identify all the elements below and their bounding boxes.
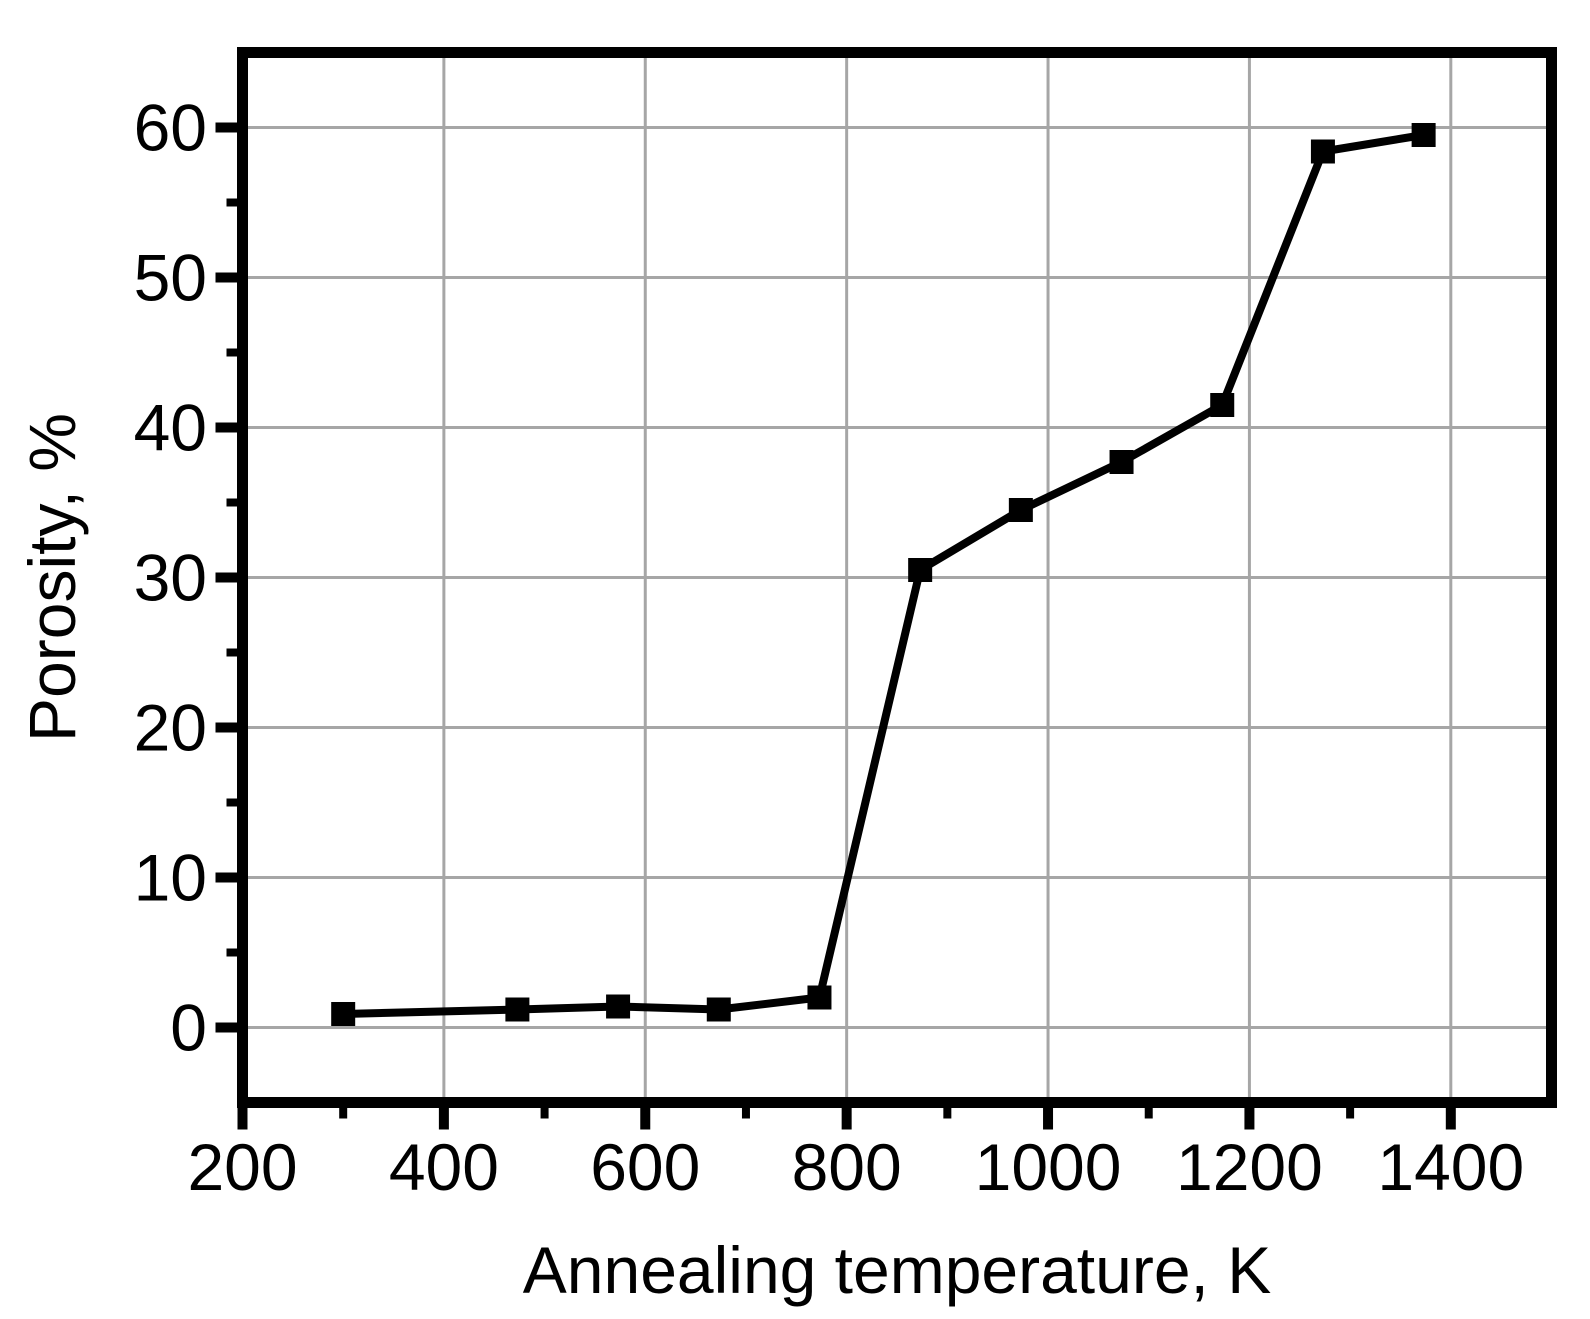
data-point-marker: [1411, 123, 1436, 147]
x-axis-title: Annealing temperature, K: [523, 1233, 1271, 1307]
data-point-marker: [1008, 498, 1033, 522]
y-tick-label: 50: [134, 241, 207, 315]
data-point-marker: [1310, 139, 1335, 164]
y-tick-label: 30: [134, 541, 207, 615]
x-tick-label: 800: [792, 1130, 902, 1204]
x-tick-label: 400: [389, 1130, 499, 1204]
y-tick-label: 0: [170, 991, 207, 1065]
data-point-marker: [706, 997, 731, 1022]
data-point-marker: [505, 997, 530, 1022]
data-point-marker: [331, 1002, 356, 1026]
data-series-line: [343, 131, 1425, 1018]
grid-layer: [242, 52, 1552, 1103]
y-tick-label: 60: [134, 91, 207, 165]
x-tick-label: 1400: [1377, 1130, 1524, 1204]
data-point-marker: [1210, 393, 1235, 417]
y-tick-label: 20: [134, 691, 207, 765]
y-axis-title: Porosity, %: [15, 413, 89, 742]
data-point-marker: [908, 558, 933, 582]
y-tick-label: 40: [134, 391, 207, 465]
x-tick-label: 1200: [1176, 1130, 1323, 1204]
series-layer: [331, 123, 1436, 1026]
data-point-marker: [807, 985, 832, 1010]
data-point-marker: [1109, 450, 1134, 474]
x-tick-label: 200: [187, 1130, 297, 1204]
x-tick-label: 1000: [975, 1130, 1122, 1204]
x-tick-label: 600: [590, 1130, 700, 1204]
y-tick-label: 10: [134, 841, 207, 915]
axis-layer: 200 400 600 800 1000 1200 1400 0 10 20 30 40 50 60: [134, 47, 1557, 1204]
data-point-marker: [606, 994, 631, 1019]
